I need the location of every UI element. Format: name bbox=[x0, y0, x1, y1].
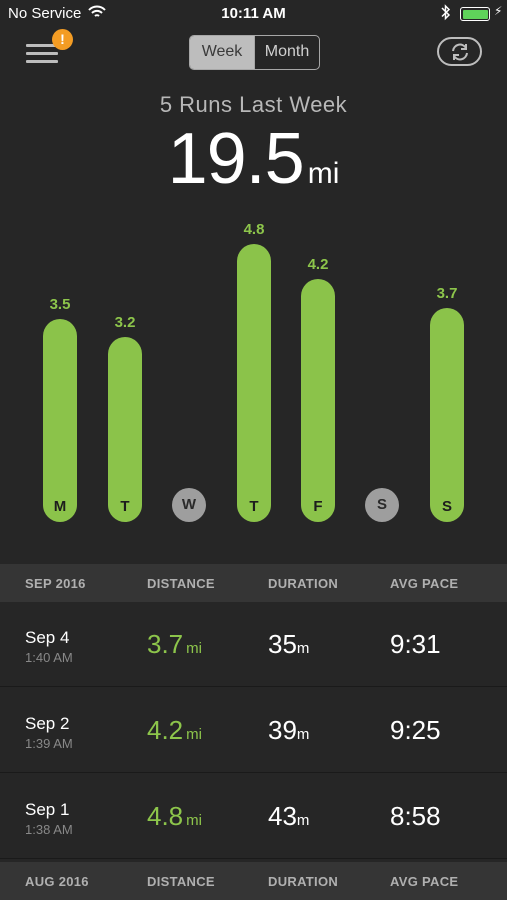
run-distance: 3.7 mi bbox=[147, 629, 202, 659]
day-label: S bbox=[441, 498, 452, 515]
section-month: AUG 2016 bbox=[25, 874, 89, 889]
bar-value-label: 4.2 bbox=[307, 255, 329, 273]
battery-icon bbox=[460, 7, 490, 21]
summary-title: 5 Runs Last Week bbox=[159, 92, 348, 117]
segment-month[interactable]: Month bbox=[254, 36, 319, 69]
carrier-label: No Service bbox=[8, 5, 82, 22]
run-time: 1:40 AM bbox=[25, 650, 73, 665]
day-label: T bbox=[249, 498, 259, 515]
run-row[interactable]: Sep 4 1:40 AM 3.7 mi 35m 9:31 bbox=[0, 602, 507, 687]
run-duration: 39m bbox=[268, 715, 310, 745]
total-distance: 19.5 bbox=[167, 119, 305, 199]
run-time: 1:39 AM bbox=[25, 736, 73, 751]
bar-value-label: 4.8 bbox=[243, 221, 265, 238]
sync-button[interactable] bbox=[437, 37, 482, 66]
run-time: 1:38 AM bbox=[25, 822, 73, 837]
run-row[interactable]: Sep 1 1:38 AM 4.8 mi 43m 8:58 bbox=[0, 774, 507, 859]
bar-value-label: 3.5 bbox=[49, 296, 71, 314]
day-label: S bbox=[365, 488, 399, 522]
run-date: Sep 4 bbox=[25, 628, 70, 647]
day-label: M bbox=[53, 498, 67, 515]
column-header: DURATION bbox=[268, 874, 339, 889]
column-header: DISTANCE bbox=[147, 874, 215, 889]
run-date: Sep 2 bbox=[25, 714, 70, 733]
bar[interactable] bbox=[301, 278, 335, 522]
bar-value-label: 3.7 bbox=[436, 284, 458, 302]
section-header: AUG 2016 DISTANCE DURATION AVG PACE bbox=[0, 862, 507, 900]
run-duration: 43m bbox=[268, 801, 310, 831]
run-duration: 35m bbox=[268, 629, 310, 659]
status-time: 10:11 AM bbox=[221, 5, 286, 22]
column-header: DISTANCE bbox=[147, 576, 215, 591]
summary-total: 19.5 mi bbox=[0, 118, 507, 200]
status-bar: No Service 10:11 AM ⚡ bbox=[0, 0, 507, 28]
column-header: AVG PACE bbox=[390, 576, 459, 591]
bluetooth-icon bbox=[441, 4, 451, 25]
bar[interactable] bbox=[108, 336, 142, 522]
day-label: F bbox=[313, 498, 323, 515]
run-distance: 4.8 mi bbox=[147, 801, 202, 831]
day-label: T bbox=[120, 498, 130, 515]
section-month: SEP 2016 bbox=[25, 576, 86, 591]
run-row[interactable]: Sep 2 1:39 AM 4.2 mi 39m 9:25 bbox=[0, 688, 507, 773]
menu-button[interactable] bbox=[26, 38, 60, 66]
run-pace: 9:25 bbox=[390, 715, 441, 745]
bar[interactable] bbox=[430, 307, 464, 522]
period-segmented-control[interactable]: Week Month bbox=[189, 35, 320, 70]
notification-badge: ! bbox=[52, 29, 73, 50]
run-pace: 9:31 bbox=[390, 629, 441, 659]
column-header: AVG PACE bbox=[390, 874, 459, 889]
column-header: DURATION bbox=[268, 576, 339, 591]
run-distance: 4.2 mi bbox=[147, 715, 202, 745]
wifi-icon bbox=[88, 4, 106, 24]
section-header: SEP 2016 DISTANCE DURATION AVG PACE bbox=[0, 564, 507, 602]
bar[interactable] bbox=[43, 319, 77, 522]
run-pace: 8:58 bbox=[390, 801, 441, 831]
run-date: Sep 1 bbox=[25, 800, 70, 819]
weekly-bar-chart: 3.5 M 3.2 T W 4.8 T 4.2 F S 3.7 S bbox=[0, 210, 507, 530]
bar[interactable] bbox=[237, 244, 271, 522]
bar-value-label: 3.2 bbox=[114, 313, 136, 331]
segment-week[interactable]: Week bbox=[190, 36, 254, 69]
total-unit: mi bbox=[307, 157, 340, 190]
charging-icon: ⚡ bbox=[494, 4, 503, 18]
day-label: W bbox=[172, 488, 206, 522]
